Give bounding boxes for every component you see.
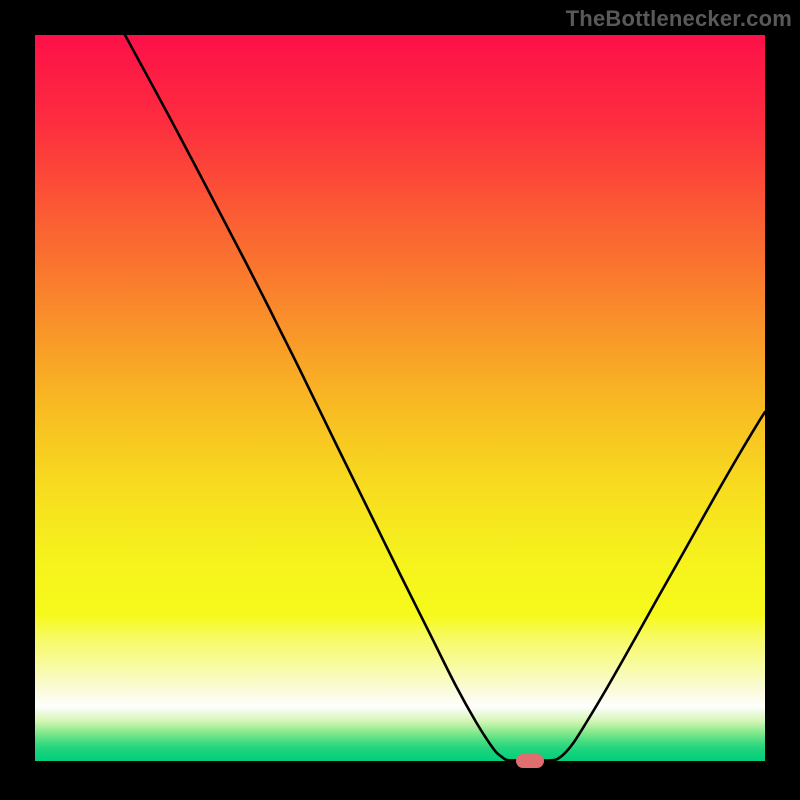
optimal-point-marker xyxy=(516,754,544,768)
plot-area xyxy=(35,35,765,761)
bottleneck-curve-chart xyxy=(0,0,800,800)
chart-stage: TheBottlenecker.com xyxy=(0,0,800,800)
